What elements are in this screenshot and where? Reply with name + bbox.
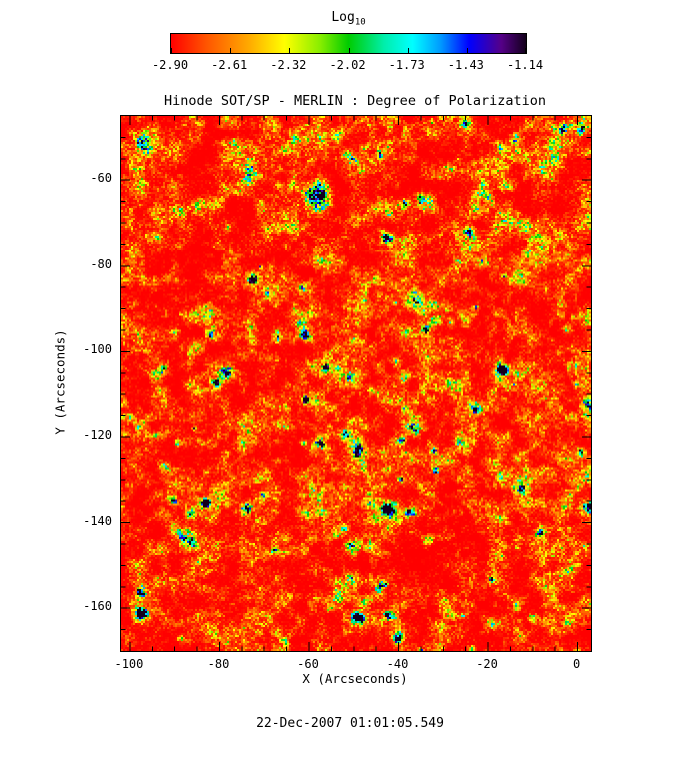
y-tick-label: -160 — [83, 599, 112, 614]
colorbar-gradient — [170, 33, 527, 54]
y-tick-label: -140 — [83, 513, 112, 528]
x-tick-label: 0 — [572, 657, 581, 671]
x-tick-label: -60 — [297, 657, 319, 671]
colorbar-tick-label: -2.02 — [329, 58, 366, 72]
colorbar-tick-label: -1.73 — [388, 58, 425, 72]
colorbar-title: Log10 — [170, 10, 527, 28]
x-tick-label: -40 — [386, 657, 409, 671]
colorbar-tick-label: -1.43 — [447, 58, 484, 72]
colorbar-tick-mark — [525, 48, 526, 53]
y-tick-label: -100 — [83, 342, 112, 357]
x-tick-label: -80 — [207, 657, 230, 671]
x-tick-label: -20 — [476, 657, 498, 671]
colorbar-tick-mark — [171, 48, 172, 53]
timestamp: 22-Dec-2007 01:01:05.549 — [256, 716, 444, 731]
colorbar-tick-mark — [348, 48, 350, 53]
plot-area — [120, 115, 592, 652]
heatmap-canvas — [121, 116, 591, 651]
colorbar-tick-label: -2.90 — [151, 58, 189, 72]
colorbar-tick-label: -1.14 — [506, 58, 544, 72]
plot-title: Hinode SOT/SP - MERLIN : Degree of Polar… — [163, 93, 546, 109]
y-tick-label: -80 — [90, 256, 112, 271]
colorbar-tick-mark — [466, 48, 468, 53]
y-axis-label: Y (Arcseconds) — [52, 329, 68, 435]
colorbar-tick-mark — [407, 48, 409, 53]
axis-ticks-overlay — [121, 116, 591, 651]
colorbar-tick-mark — [289, 48, 291, 53]
colorbar-tick-mark — [230, 48, 232, 53]
y-tick-label: -120 — [83, 428, 112, 442]
y-tick-label: -60 — [90, 171, 112, 186]
x-tick-label: -100 — [114, 657, 144, 671]
x-axis-label: X (Arcseconds) — [302, 671, 408, 686]
colorbar-tick-label: -2.61 — [211, 58, 248, 72]
colorbar-tick-label: -2.32 — [270, 58, 307, 72]
colorbar-title-subscript: 10 — [354, 17, 366, 28]
colorbar-title-text: Log — [331, 10, 355, 25]
